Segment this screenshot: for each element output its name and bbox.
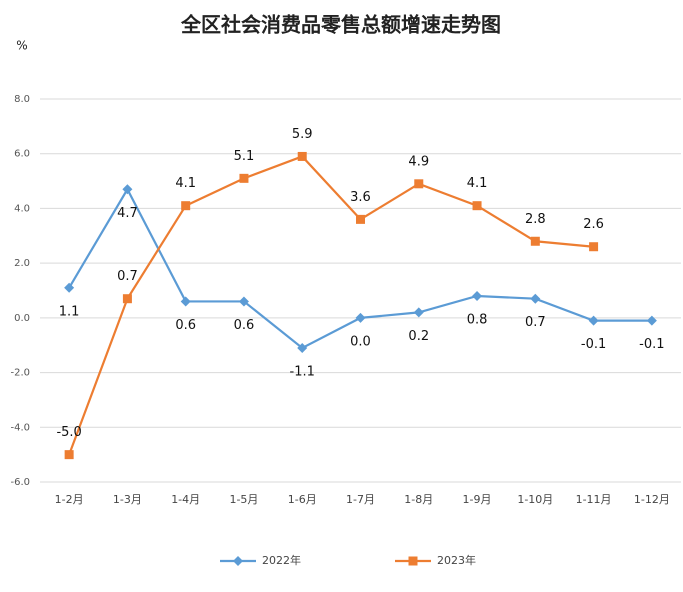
data-point — [355, 312, 366, 323]
x-tick-label: 1-8月 — [404, 493, 433, 506]
data-point — [472, 201, 482, 211]
x-tick-label: 1-12月 — [634, 493, 670, 506]
series-line — [68, 155, 594, 456]
chart-title: 全区社会消费品零售总额增速走势图 — [180, 13, 501, 37]
legend-marker — [233, 556, 243, 566]
data-point — [414, 179, 424, 189]
data-point — [297, 151, 307, 161]
data-label: 2.6 — [583, 217, 604, 232]
y-tick-label: -2.0 — [10, 368, 30, 379]
y-tick-label: 6.0 — [14, 149, 30, 160]
data-point — [472, 290, 483, 301]
x-tick-label: 1-7月 — [346, 493, 375, 506]
y-tick-label: 0.0 — [14, 313, 30, 324]
data-label: 0.2 — [408, 329, 429, 344]
data-point — [238, 296, 249, 307]
data-label: 0.6 — [175, 318, 196, 333]
y-tick-label: 2.0 — [14, 258, 30, 269]
x-tick-label: 1-4月 — [171, 493, 200, 506]
x-tick-label: 1-10月 — [517, 493, 553, 506]
data-label: -1.1 — [290, 364, 315, 379]
x-tick-label: 1-6月 — [288, 493, 317, 506]
data-point — [588, 315, 599, 326]
data-label: -5.0 — [56, 425, 81, 440]
data-point — [646, 315, 657, 326]
y-tick-label: 4.0 — [14, 203, 30, 214]
data-label: 0.0 — [350, 334, 371, 349]
data-point — [180, 296, 191, 307]
series-line — [68, 187, 652, 350]
data-point — [64, 450, 74, 460]
data-point — [589, 242, 599, 252]
x-tick-label: 1-3月 — [113, 493, 142, 506]
data-label: 4.1 — [467, 176, 488, 191]
data-label: 5.9 — [292, 127, 313, 142]
data-label: 5.1 — [234, 149, 255, 164]
data-label: 0.7 — [117, 269, 138, 284]
data-label: 1.1 — [59, 304, 80, 319]
data-label: 4.7 — [117, 206, 138, 221]
data-label: 4.1 — [175, 176, 196, 191]
x-tick-label: 1-2月 — [55, 493, 84, 506]
data-label: 4.9 — [408, 154, 429, 169]
data-label: -0.1 — [639, 337, 664, 352]
data-point — [297, 342, 308, 353]
data-point — [530, 293, 541, 304]
y-tick-label: -6.0 — [10, 477, 30, 488]
data-point — [356, 214, 365, 224]
y-tick-label: 8.0 — [14, 94, 30, 105]
data-label: 2.8 — [525, 212, 546, 227]
data-point — [122, 184, 133, 195]
data-label: 0.6 — [234, 318, 255, 333]
legend-marker — [408, 556, 418, 566]
data-point — [181, 201, 191, 211]
data-label: -0.1 — [581, 337, 606, 352]
legend-label: 2022年 — [262, 553, 301, 567]
data-point — [239, 173, 249, 183]
data-point — [413, 307, 424, 318]
data-point — [64, 282, 75, 293]
data-label: 3.6 — [350, 190, 371, 205]
data-label: 0.7 — [525, 315, 546, 330]
legend-label: 2023年 — [437, 553, 476, 567]
data-label: 0.8 — [467, 312, 488, 327]
data-point — [122, 294, 132, 304]
y-tick-label: -4.0 — [10, 422, 30, 433]
y-axis-label: % — [16, 39, 27, 53]
x-tick-label: 1-5月 — [229, 493, 258, 506]
x-tick-label: 1-9月 — [463, 493, 492, 506]
x-tick-label: 1-11月 — [576, 493, 612, 506]
data-point — [530, 236, 540, 246]
